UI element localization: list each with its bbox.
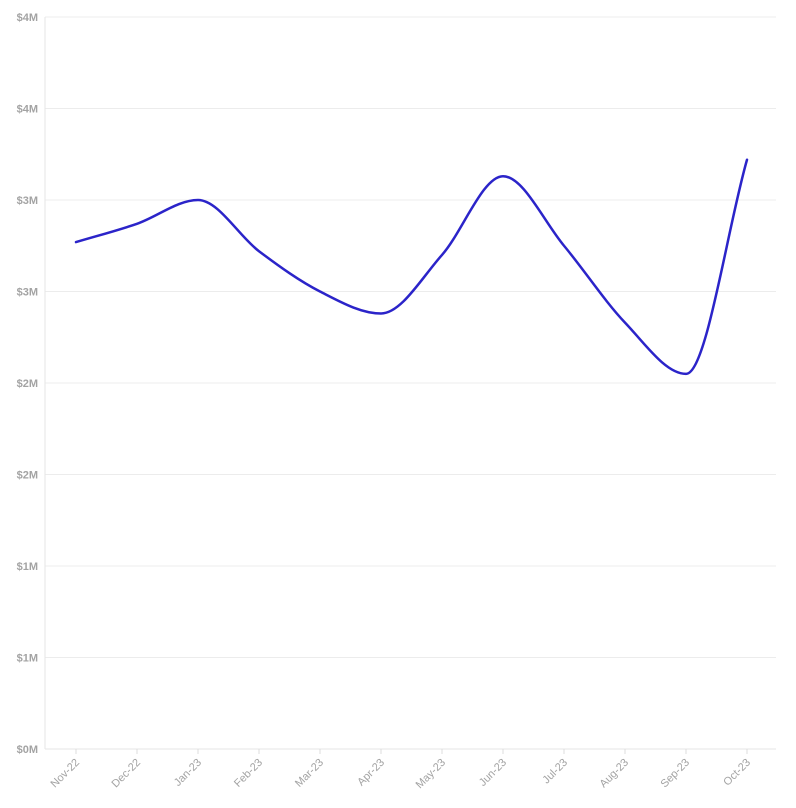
x-tick-label: Oct-23 xyxy=(721,757,753,789)
y-tick-label: $3M xyxy=(17,287,38,299)
y-tick-label: $1M xyxy=(17,653,38,665)
series-layer xyxy=(71,155,752,379)
y-tick-label: $3M xyxy=(17,195,38,207)
y-tick-label: $2M xyxy=(17,470,38,482)
y-tick-label: $4M xyxy=(17,104,38,116)
series-line xyxy=(74,158,749,376)
data-point[interactable] xyxy=(559,241,569,251)
x-tick-label: Mar-23 xyxy=(293,757,326,790)
axes xyxy=(44,17,776,750)
y-tick-label: $1M xyxy=(17,561,38,573)
data-point[interactable] xyxy=(437,250,447,260)
data-point[interactable] xyxy=(742,155,752,165)
x-tick-label: Sep-23 xyxy=(659,757,693,791)
data-point[interactable] xyxy=(620,318,630,328)
x-tick-label: Nov-22 xyxy=(49,757,83,791)
x-tick-label: Jun-23 xyxy=(477,757,509,789)
data-point[interactable] xyxy=(132,219,142,229)
x-tick-label: Apr-23 xyxy=(355,757,387,789)
data-point[interactable] xyxy=(71,237,81,247)
x-tick-label: Dec-22 xyxy=(110,757,144,791)
x-tick-label: Aug-23 xyxy=(598,757,632,791)
data-point[interactable] xyxy=(376,308,386,318)
data-point[interactable] xyxy=(254,246,264,256)
y-tick-label: $0M xyxy=(17,744,38,756)
x-axis-ticks: Nov-22 Dec-22 Jan-23 Feb-23 Mar-23 Apr-23 May-… xyxy=(49,749,753,791)
y-tick-label: $4M xyxy=(17,12,38,24)
x-tick-label: Feb-23 xyxy=(232,757,265,790)
y-axis-ticks: $0M $1M $1M $2M $2M $3M $3M $4M $4M xyxy=(17,12,38,756)
data-point[interactable] xyxy=(681,369,691,379)
y-tick-label: $2M xyxy=(17,378,38,390)
x-tick-label: May-23 xyxy=(414,757,448,791)
x-tick-label: Jul-23 xyxy=(540,757,570,787)
data-point[interactable] xyxy=(498,171,508,181)
x-tick-label: Jan-23 xyxy=(172,757,204,789)
data-point[interactable] xyxy=(315,287,325,297)
gridlines xyxy=(45,16,776,658)
data-point[interactable] xyxy=(193,195,203,205)
